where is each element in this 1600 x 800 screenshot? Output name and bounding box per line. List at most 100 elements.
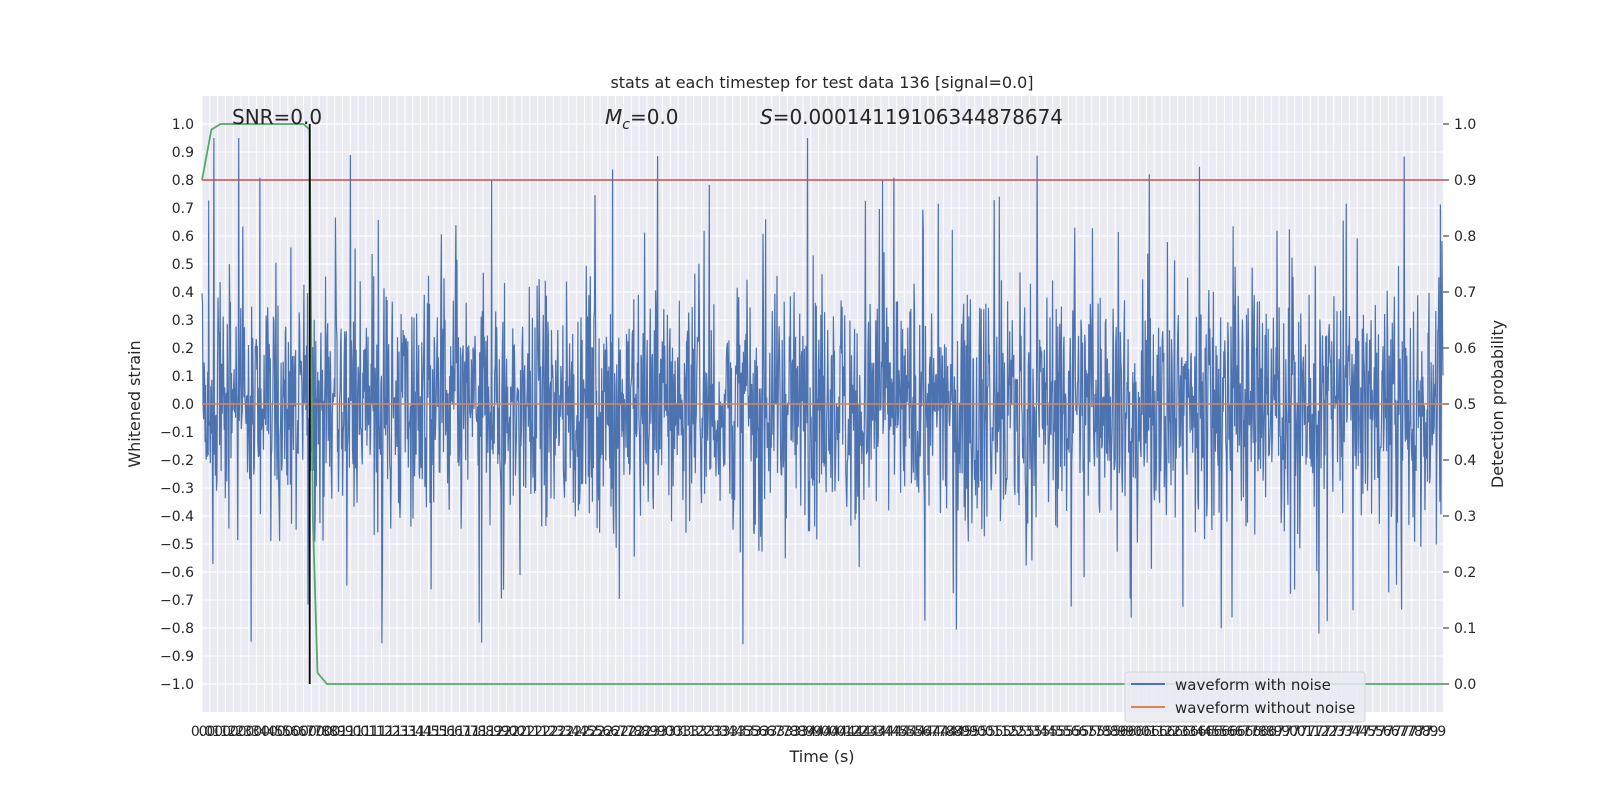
y-axis-label-right: Detection probability [1488,320,1507,488]
x-tick-label: 7.9 [1416,724,1438,740]
x-tick-label: 5.5 [1042,724,1064,740]
y-right-tick-label: 0.4 [1454,453,1476,469]
y-right-tick-label: 0.7 [1454,285,1476,301]
legend: waveform with noise waveform without noi… [1124,671,1366,723]
x-tick-label: 7.8 [1408,724,1430,740]
y-left-ticks: −1.0 −0.9 −0.8 −0.7 −0.6 −0.5 −0.4 −0.3 −0.2 −0.1… [160,117,194,693]
x-tick-label: 3.9 [800,724,822,740]
x-tick-label: 6.2 [1151,724,1173,740]
x-tick-label: 4.4 [870,724,892,740]
x-tick-label: 3.0 [651,724,673,740]
x-tick-label: 2.8 [620,724,642,740]
x-tick-label: 7.5 [1354,724,1376,740]
y-left-tick-label: 0.9 [172,145,194,161]
y-right-tick-label: 0.3 [1454,509,1476,525]
x-tick-label: 3.6 [753,724,775,740]
x-tick-label: 5.1 [987,724,1009,740]
x-tick-label: 0.7 [292,724,314,740]
y-left-tick-label: −0.8 [160,621,194,637]
x-tick-label: 0.3 [230,724,252,740]
x-tick-label: 1.4 [409,724,431,740]
x-tick-label: 3.3 [706,724,728,740]
x-tick-label: 5.3 [1018,724,1040,740]
x-tick-label: 6.4 [1190,724,1212,740]
mc-symbol: M [605,105,622,129]
y-left-tick-label: 1.0 [172,117,194,133]
x-tick-label: 0.2 [214,724,236,740]
x-tick-label: 6.3 [1166,724,1188,740]
x-tick-label: 4.1 [831,724,853,740]
x-tick-label: 3.1 [675,724,697,740]
x-tick-label: 7.8 [1401,724,1423,740]
x-tick-label: 1.8 [472,724,494,740]
x-tick-label: 0.6 [285,724,307,740]
x-tick-label: 3.5 [737,724,759,740]
x-tick-label: 5.2 [995,724,1017,740]
x-tick-label: 7.3 [1330,724,1352,740]
x-tick-label: 5.2 [1003,724,1025,740]
y-axis-label-left: Whitened strain [125,340,144,467]
x-tick-label: 4.7 [925,724,947,740]
x-tick-label: 2.7 [612,724,634,740]
y-right-tick-label: 0.5 [1454,397,1476,413]
x-tick-label: 5.0 [964,724,986,740]
x-tick-label: 0.4 [253,724,275,740]
x-tick-label: 0.8 [308,724,330,740]
x-tick-label: 2.4 [566,724,588,740]
x-tick-label: 4.8 [932,724,954,740]
x-tick-label: 7.9 [1424,724,1446,740]
x-tick-label: 7.4 [1346,724,1368,740]
x-tick-label: 3.6 [745,724,767,740]
mc-annotation: Mc=0.0 [605,105,679,133]
legend-box [1124,671,1366,723]
y-left-tick-label: 0.6 [172,229,194,245]
x-tick-label: 3.2 [683,724,705,740]
x-tick-label: 5.7 [1073,724,1095,740]
y-left-tick-label: 0.5 [172,257,194,273]
y-right-tick-label: 0.6 [1454,341,1476,357]
x-tick-label: 5.6 [1057,724,1079,740]
s-symbol: S [760,105,773,129]
x-tick-label: 1.0 [347,724,369,740]
x-tick-label: 2.1 [519,724,541,740]
x-tick-label: 3.8 [784,724,806,740]
s-annotation: S=0.00014119106344878674 [760,105,1063,129]
y-right-tick-label: 0.8 [1454,229,1476,245]
y-left-tick-label: 0.8 [172,173,194,189]
x-tick-label: 5.3 [1010,724,1032,740]
x-tick-label: 2.4 [558,724,580,740]
x-tick-label: 6.3 [1174,724,1196,740]
x-tick-label: 4.3 [862,724,884,740]
x-tick-label: 0.6 [277,724,299,740]
x-tick-label: 7.7 [1385,724,1407,740]
x-tick-label: 4.0 [807,724,829,740]
x-tick-label: 1.3 [394,724,416,740]
x-tick-label: 6.8 [1245,724,1267,740]
x-tick-label: 3.7 [768,724,790,740]
x-tick-label: 4.9 [948,724,970,740]
x-tick-label: 6.6 [1221,724,1243,740]
x-tick-label: 5.8 [1088,724,1110,740]
x-tick-label: 1.6 [441,724,463,740]
x-tick-label: 2.2 [534,724,556,740]
x-tick-label: 4.2 [839,724,861,740]
x-tick-label: 6.1 [1135,724,1157,740]
y-left-tick-label: −0.4 [160,509,194,525]
x-tick-label: 0.4 [246,724,268,740]
y-left-tick-label: −0.1 [160,425,194,441]
x-tick-label: 5.9 [1104,724,1126,740]
x-tick-label: 2.5 [581,724,603,740]
x-tick-label: 1.1 [355,724,377,740]
x-tick-label: 3.3 [698,724,720,740]
y-left-tick-label: −0.7 [160,593,194,609]
y-left-tick-label: 0.4 [172,285,194,301]
y-left-tick-label: −0.2 [160,453,194,469]
x-tick-label: 4.2 [846,724,868,740]
x-tick-label: 3.5 [729,724,751,740]
x-tick-label: 2.1 [526,724,548,740]
x-tick-label: 6.6 [1213,724,1235,740]
x-tick-label: 2.8 [628,724,650,740]
x-tick-label: 5.0 [971,724,993,740]
x-tick-label: 4.5 [901,724,923,740]
